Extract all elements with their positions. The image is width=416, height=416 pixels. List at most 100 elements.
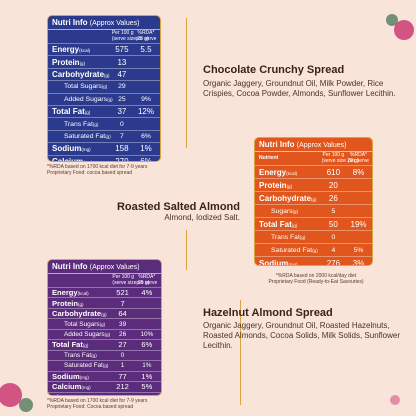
unit: (g) [101, 312, 107, 318]
panel-title: Nutri Info (Approx Values) [255, 138, 372, 152]
nutrient-row: Sugars(g) 5 [255, 205, 372, 218]
nutrient-name: Saturated Fat(g) [48, 362, 112, 369]
unit: (g) [92, 121, 99, 127]
name: Protein [259, 180, 287, 190]
per-100g-value: 13 [117, 57, 127, 67]
name: Carbohydrate [52, 69, 105, 79]
name: Saturated Fat [64, 132, 106, 140]
nutrient-row: Trans Fat(g) 0 [48, 118, 160, 131]
ingredients: Almond, Iodized Salt. [164, 213, 240, 222]
nutrient-row: Carbohydrate(g) 64 [48, 309, 161, 320]
product-name: Chocolate Crunchy Spread [203, 64, 345, 76]
nutrient-name: Protein(g) [48, 299, 112, 308]
footnote-line: Proprietary Food: cocoa based spread [47, 170, 133, 176]
nutrient-name: Trans Fat(g) [48, 352, 112, 359]
nutrient-row: Calcium(mg) 212 5% [48, 382, 161, 393]
per-100g-value: 1 [120, 362, 125, 370]
per-100g-value: 26 [328, 193, 338, 203]
unit: (kcal) [286, 170, 298, 176]
name: Protein [52, 57, 80, 67]
nutrient-name: Carbohydrate(g) [255, 194, 322, 203]
unit: (g) [292, 208, 299, 214]
nutrient-name: Protein(g) [255, 181, 322, 190]
name: Carbohydrate [52, 309, 102, 319]
rda-sub-header: per serve [136, 279, 158, 286]
name: Saturated Fat [271, 246, 313, 254]
nutrient-row: Sodium(mg) 158 1% [48, 143, 160, 156]
footnote: *%RDA based on 1700 kcal diet for 7-9 ye… [47, 398, 167, 410]
nutrient-row: Total Fat(g) 27 6% [48, 340, 161, 351]
nutrient-name: Carbohydrate(g) [48, 309, 112, 318]
divider-line [186, 230, 187, 270]
rda-value: 5% [353, 246, 364, 254]
per-100g-value: 521 [116, 288, 129, 298]
nutrient-row: Energy(kcal) 575 5.5 [48, 44, 160, 57]
name: Carbohydrate [259, 193, 312, 203]
rda-value: 10% [140, 331, 154, 339]
divider-line [186, 18, 187, 148]
name: Sodium [52, 371, 80, 381]
nutrient-name: Protein(g) [48, 58, 112, 67]
unit: (g) [286, 183, 293, 189]
per-100g-value: 27 [118, 340, 127, 350]
name: Total Fat [52, 340, 83, 350]
rda-sub-header: per serve [348, 157, 369, 164]
unit: (g) [107, 96, 113, 102]
nutrient-row: Total Sugars(g) 29 [48, 81, 160, 94]
subtitle: (Approx Values) [89, 264, 140, 271]
nutrition-panel: Nutri Info (Approx Values) Per 100 g (serv… [47, 15, 161, 162]
nutrient-row: Protein(g) 7 [48, 298, 161, 309]
name: Energy [259, 167, 287, 177]
column-header: Per 100 g (serve size 25 g) %RDA* per serve [48, 274, 161, 288]
rda-value: 5% [141, 382, 153, 392]
nutrient-row: Saturated Fat(g) 7 6% [48, 131, 160, 144]
unit: (mg) [83, 160, 92, 161]
nutrient-name: Trans Fat(g) [255, 234, 322, 241]
unit: (g) [84, 110, 91, 116]
per-100g-value: 25 [118, 95, 126, 103]
name: Calcium [52, 156, 84, 162]
rda-value: 5.5 [140, 45, 152, 55]
rda-value: 27% [133, 393, 161, 395]
per-100g-header: Per 100 g [111, 30, 134, 36]
column-header: Nutrient Per 100 g (serve size 20 g) %RDA* p… [255, 152, 372, 166]
per-100g-value: 29 [118, 83, 126, 91]
nutrient-name: Zinc(mg) [48, 393, 112, 395]
per-100g-value: 50 [328, 219, 338, 229]
name: Trans Fat [64, 351, 92, 359]
unit: (kcal) [79, 48, 91, 54]
nutrient-name: Sodium(mg) [48, 144, 112, 153]
per-100g-value: 4 [331, 246, 336, 254]
column-header: Per 100 g (serve size 25 g) %RDA* per serve [48, 30, 160, 44]
nutrient-row: Added Sugars(g) 25 9% [48, 94, 160, 106]
panel-title: Nutri Info (Approx Values) [48, 260, 161, 274]
nutrient-name: Saturated Fat(g) [255, 247, 322, 254]
serve-size: (serve size 25 g) [111, 35, 149, 42]
unit: (g) [82, 343, 89, 349]
unit: (mg) [79, 374, 89, 380]
header-cell: Nutrient [255, 155, 322, 162]
nutrient-name: Energy(kcal) [48, 288, 112, 297]
unit: (g) [312, 247, 318, 253]
nutrient-name: Total Fat(g) [48, 107, 112, 116]
per-100g-value: 7 [120, 132, 124, 140]
per-100g-value: 39 [119, 320, 127, 328]
per-100g-value: 0 [120, 120, 124, 128]
unit: (g) [78, 301, 84, 307]
unit: (mg) [81, 147, 91, 153]
nutrient-row: Total Sugars(g) 39 [48, 319, 161, 330]
unit: (g) [291, 222, 298, 228]
unit: (g) [102, 363, 109, 369]
footnote: *%RDA based on 2000 kcal/day diet Proprie… [256, 273, 376, 285]
nutrient-name: Total Fat(g) [48, 340, 112, 349]
rda-value: 9% [141, 95, 151, 103]
unit: (g) [104, 332, 111, 338]
nutrient-name: Saturated Fat(g) [48, 133, 112, 140]
per-100g-value: 47 [117, 69, 127, 79]
product-name: Roasted Salted Almond [116, 201, 240, 213]
nutrient-row: Sodium(mg) 77 1% [48, 371, 161, 383]
per-100g-header: Per 100 g [322, 152, 345, 158]
per-100g-value: 20 [328, 180, 338, 190]
